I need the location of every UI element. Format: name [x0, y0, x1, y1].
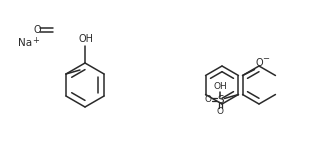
Text: OH: OH: [214, 82, 227, 91]
Text: Na: Na: [18, 38, 32, 48]
Text: O: O: [205, 95, 212, 104]
Text: O: O: [255, 57, 263, 68]
Text: O: O: [33, 25, 41, 35]
Text: O: O: [217, 107, 224, 116]
Text: S: S: [217, 95, 224, 104]
Text: OH: OH: [78, 34, 93, 44]
Text: −: −: [263, 55, 270, 64]
Text: +: +: [32, 36, 39, 44]
